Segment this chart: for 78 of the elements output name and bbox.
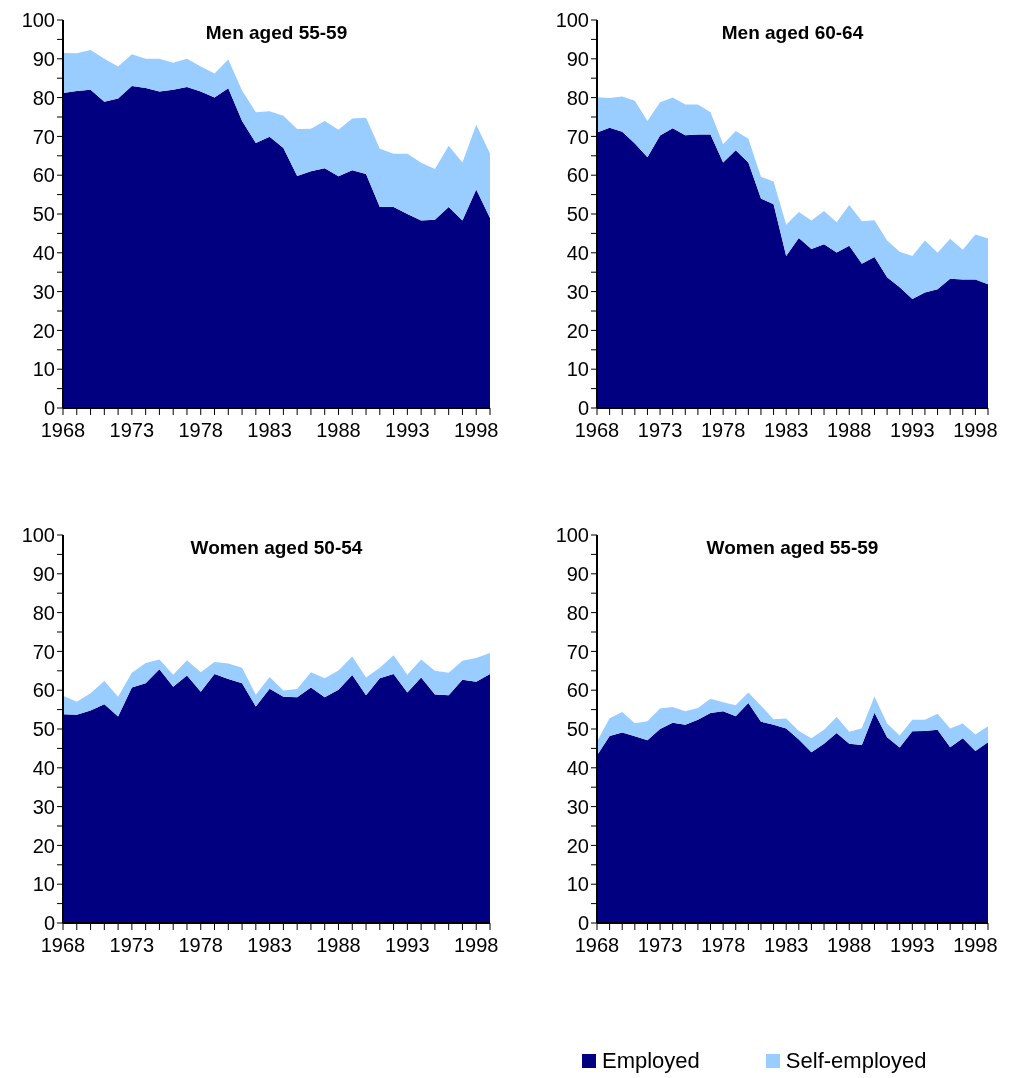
y-tick-label: 20 xyxy=(566,834,589,857)
y-tick-label: 100 xyxy=(21,524,55,547)
x-tick-label: 1978 xyxy=(700,419,746,442)
y-tick-label: 0 xyxy=(577,397,589,420)
x-tick-label: 1998 xyxy=(953,419,998,442)
x-tick-label: 1973 xyxy=(109,934,155,957)
y-tick-label: 60 xyxy=(32,679,55,702)
y-tick-label: 30 xyxy=(566,280,589,303)
x-tick-label: 1973 xyxy=(637,419,683,442)
y-tick-label: 50 xyxy=(566,718,589,741)
y-tick-label: 80 xyxy=(566,86,589,109)
x-tick-label: 1978 xyxy=(700,934,746,957)
y-tick-label: 90 xyxy=(32,562,55,585)
y-tick-label: 50 xyxy=(32,203,55,226)
x-tick-label: 1988 xyxy=(827,934,872,957)
y-tick-label: 0 xyxy=(43,912,55,935)
y-tick-label: 80 xyxy=(32,601,55,624)
chart-title: Women aged 50-54 xyxy=(189,537,364,559)
x-tick-label: 1978 xyxy=(178,419,223,442)
y-tick-label: 70 xyxy=(32,125,55,148)
y-tick-label: 80 xyxy=(32,86,55,109)
y-tick-label: 90 xyxy=(566,47,589,70)
y-tick-label: 30 xyxy=(32,795,55,818)
y-tick-label: 50 xyxy=(32,718,55,741)
y-tick-label: 80 xyxy=(566,601,589,624)
y-tick-label: 0 xyxy=(43,397,55,420)
x-tick-label: 1978 xyxy=(178,934,223,957)
x-tick-label: 1988 xyxy=(316,934,361,957)
x-tick-label: 1983 xyxy=(763,419,809,442)
x-tick-label: 1988 xyxy=(316,419,361,442)
x-tick-label: 1998 xyxy=(453,934,499,957)
y-tick-label: 100 xyxy=(21,9,55,32)
x-tick-label: 1983 xyxy=(247,419,292,442)
y-tick-label: 40 xyxy=(566,241,589,264)
x-tick-label: 1993 xyxy=(385,934,430,957)
y-tick-label: 20 xyxy=(566,319,589,342)
y-tick-label: 50 xyxy=(566,203,589,226)
y-tick-label: 40 xyxy=(566,756,589,779)
y-tick-label: 20 xyxy=(32,319,55,342)
y-tick-label: 10 xyxy=(32,358,55,381)
x-tick-label: 1988 xyxy=(827,419,872,442)
y-tick-label: 60 xyxy=(566,164,589,187)
x-tick-label: 1998 xyxy=(953,934,998,957)
x-tick-label: 1993 xyxy=(890,419,935,442)
x-tick-label: 1968 xyxy=(40,419,86,442)
y-tick-label: 0 xyxy=(577,912,589,935)
y-tick-label: 40 xyxy=(32,241,55,264)
y-tick-label: 10 xyxy=(566,873,589,896)
y-tick-label: 70 xyxy=(566,125,589,148)
y-tick-label: 10 xyxy=(32,873,55,896)
x-tick-label: 1983 xyxy=(763,934,809,957)
x-tick-label: 1968 xyxy=(574,419,620,442)
x-tick-label: 1973 xyxy=(637,934,683,957)
y-tick-label: 10 xyxy=(566,358,589,381)
y-tick-label: 100 xyxy=(555,524,589,547)
x-tick-label: 1968 xyxy=(40,934,86,957)
chart-title: Women aged 55-59 xyxy=(705,537,880,559)
x-tick-label: 1973 xyxy=(109,419,155,442)
y-tick-label: 100 xyxy=(555,9,589,32)
x-tick-label: 1968 xyxy=(574,934,620,957)
x-tick-label: 1983 xyxy=(247,934,292,957)
chart-title: Men aged 55-59 xyxy=(204,22,349,44)
legend-label: Self-employed xyxy=(785,1048,927,1074)
y-tick-label: 70 xyxy=(566,640,589,663)
chart-title: Men aged 60-64 xyxy=(720,22,865,44)
y-tick-label: 40 xyxy=(32,756,55,779)
y-tick-label: 20 xyxy=(32,834,55,857)
x-tick-label: 1993 xyxy=(385,419,430,442)
y-tick-label: 90 xyxy=(32,47,55,70)
y-tick-label: 60 xyxy=(32,164,55,187)
y-tick-label: 60 xyxy=(566,679,589,702)
x-tick-label: 1998 xyxy=(453,419,499,442)
y-tick-label: 90 xyxy=(566,562,589,585)
y-tick-label: 30 xyxy=(32,280,55,303)
x-tick-label: 1993 xyxy=(890,934,935,957)
y-tick-label: 70 xyxy=(32,640,55,663)
legend-label: Employed xyxy=(602,1048,700,1074)
y-tick-label: 30 xyxy=(566,795,589,818)
